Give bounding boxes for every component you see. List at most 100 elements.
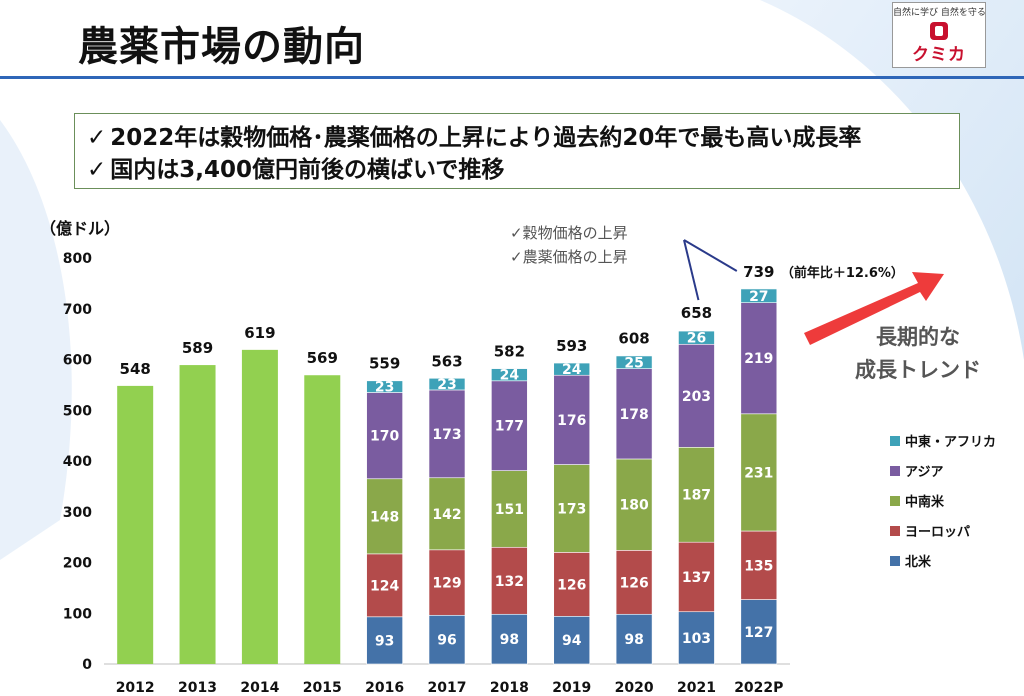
x-tick-label: 2015 — [303, 680, 342, 696]
logo-name: クミカ — [912, 45, 966, 65]
title-underline — [0, 76, 1024, 79]
total-value-label: 658 — [681, 304, 712, 322]
bar-segment-latin-america — [553, 464, 591, 553]
segment-value-label: 23 — [437, 377, 456, 393]
bar-segment-north-america — [740, 599, 778, 665]
bar-total — [241, 349, 278, 664]
headline-2: ✓ 国内は3,400億円前後の横ばいで推移 — [87, 154, 959, 186]
annotation-connector — [683, 239, 700, 301]
y-tick-label: 0 — [82, 657, 92, 673]
y-tick-label: 800 — [63, 251, 92, 267]
bar-segment-asia — [615, 368, 653, 460]
bar-segment-north-america — [366, 616, 403, 665]
bar-segment-middle-east-africa — [428, 377, 466, 391]
bar-total — [304, 375, 341, 664]
segment-value-label: 129 — [432, 576, 461, 592]
x-tick-label: 2016 — [365, 680, 404, 696]
segment-value-label: 170 — [370, 429, 399, 445]
total-value-label: 563 — [431, 352, 462, 370]
bar-segment-europe — [366, 553, 403, 618]
x-tick-label: 2019 — [552, 680, 591, 696]
x-tick-label: 2022P — [734, 680, 783, 696]
segment-value-label: 187 — [682, 488, 711, 504]
legend-swatch — [890, 526, 900, 536]
logo-tagline: 自然に学び 自然を守る — [893, 8, 986, 18]
segment-value-label: 94 — [562, 633, 582, 649]
total-value-label: 582 — [494, 343, 525, 361]
segment-value-label: 132 — [495, 574, 524, 590]
driver-annotation-line: ✓農薬価格の上昇 — [510, 248, 628, 266]
segment-value-label: 24 — [500, 368, 520, 384]
bar-segment-north-america — [615, 613, 653, 665]
segment-value-label: 26 — [687, 331, 706, 347]
segment-value-label: 24 — [562, 362, 582, 378]
segment-value-label: 219 — [744, 351, 773, 367]
y-tick-label: 400 — [63, 454, 92, 470]
bar-segment-asia — [491, 380, 528, 471]
segment-value-label: 203 — [682, 389, 711, 405]
segment-value-label: 135 — [744, 558, 773, 574]
bar-segment-europe — [428, 549, 466, 616]
x-tick-label: 2018 — [490, 680, 529, 696]
check-icon: ✓ — [87, 125, 107, 151]
y-tick-label: 300 — [63, 505, 92, 521]
segment-value-label: 231 — [744, 465, 773, 481]
x-tick-label: 2014 — [240, 680, 279, 696]
total-value-label: 569 — [307, 349, 338, 367]
bar-segment-middle-east-africa — [615, 355, 653, 369]
segment-value-label: 103 — [682, 631, 711, 647]
segment-value-label: 142 — [432, 507, 461, 523]
legend-swatch — [890, 436, 900, 446]
total-value-label: 593 — [556, 337, 587, 355]
bar-segment-europe — [491, 546, 528, 615]
x-tick-label: 2020 — [615, 680, 654, 696]
total-value-label: 589 — [182, 339, 213, 357]
total-value-label: 559 — [369, 354, 400, 372]
segment-value-label: 98 — [500, 632, 519, 648]
total-value-label: 548 — [120, 360, 151, 378]
x-tick-label: 2013 — [178, 680, 217, 696]
y-tick-label: 500 — [63, 403, 92, 419]
bar-segment-europe — [553, 552, 591, 617]
y-tick-label: 700 — [63, 302, 92, 318]
headline-1: ✓ 2022年は穀物価格･農薬価格の上昇により過去約20年で最も高い成長率 — [87, 122, 959, 154]
bar-segment-middle-east-africa — [366, 380, 403, 393]
annotation-connector — [683, 239, 738, 272]
segment-value-label: 93 — [375, 633, 394, 649]
x-tick-label: 2021 — [677, 680, 716, 696]
segment-value-label: 173 — [432, 427, 461, 443]
segment-value-label: 98 — [624, 632, 643, 648]
bar-total — [117, 385, 154, 664]
total-value-label: 619 — [244, 324, 275, 342]
total-value-label: 608 — [618, 329, 649, 347]
bar-segment-latin-america — [366, 478, 403, 555]
x-tick-label: 2017 — [428, 680, 467, 696]
segment-value-label: 126 — [557, 577, 586, 593]
segment-value-label: 178 — [619, 407, 648, 423]
bar-segment-latin-america — [740, 413, 778, 532]
segment-value-label: 177 — [495, 419, 524, 435]
segment-value-label: 25 — [624, 355, 643, 371]
logo-mark-icon — [930, 22, 948, 40]
bar-segment-asia — [428, 389, 466, 479]
legend-label: アジア — [905, 465, 943, 480]
bar-segment-latin-america — [428, 477, 466, 551]
segment-value-label: 23 — [375, 380, 394, 396]
total-value-label: 739 — [743, 263, 774, 281]
bar-segment-north-america — [428, 614, 466, 665]
bar-segment-latin-america — [615, 458, 653, 551]
bar-segment-middle-east-africa — [491, 368, 528, 382]
bar-segment-latin-america — [491, 470, 528, 548]
segment-value-label: 148 — [370, 509, 399, 525]
bar-segment-middle-east-africa — [740, 288, 778, 303]
company-logo: 自然に学び 自然を守る クミカ — [892, 2, 986, 68]
segment-value-label: 27 — [749, 289, 768, 305]
page-title: 農薬市場の動向 — [78, 24, 365, 70]
headline-box: ✓ 2022年は穀物価格･農薬価格の上昇により過去約20年で最も高い成長率 ✓ 国内… — [74, 113, 960, 189]
segment-value-label: 180 — [619, 498, 648, 514]
growth-annotation: （前年比＋12.6%） — [781, 265, 904, 281]
legend-label: 中東・アフリカ — [905, 434, 996, 450]
trend-label: 成長トレンド — [855, 358, 981, 382]
